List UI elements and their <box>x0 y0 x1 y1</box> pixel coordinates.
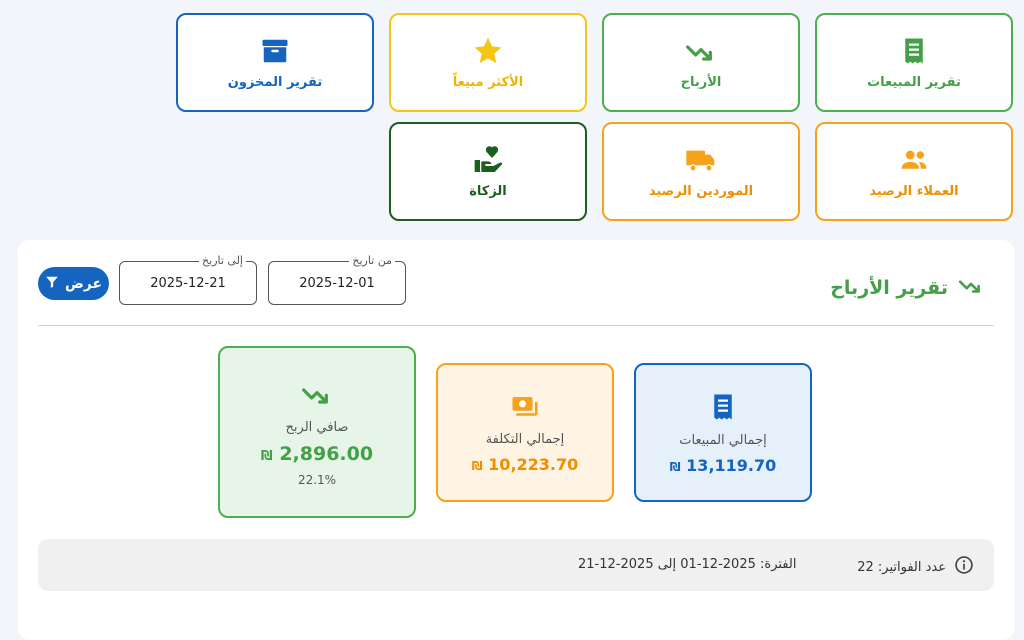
profit-percent: 22.1% <box>297 472 337 487</box>
filter-icon <box>45 275 59 293</box>
receipt-icon <box>898 35 930 67</box>
total-cost-value: 10,223.70 <box>488 454 579 474</box>
tile-label: الزكاة <box>469 184 507 199</box>
total-cost-label: إجمالي التكلفة <box>485 431 565 447</box>
currency-symbol: ₪ <box>669 459 681 474</box>
total-cost-card: إجمالي التكلفة ₪ 10,223.70 <box>436 363 614 502</box>
tile-label: الأكثر مبيعاً <box>452 75 524 90</box>
cash-icon <box>508 392 542 426</box>
show-button-label: عرض <box>64 275 103 292</box>
tile-label: تقرير المبيعات <box>867 75 961 90</box>
tile-label: العملاء الرصيد <box>869 184 959 199</box>
from-date-field[interactable]: من تاريخ 2025-12-01 <box>268 254 406 305</box>
from-date-value[interactable]: 2025-12-01 <box>299 276 375 291</box>
to-date-value[interactable]: 2025-12-21 <box>150 276 226 291</box>
star-icon <box>472 35 504 67</box>
archive-box-icon <box>259 35 291 67</box>
net-profit-value: 2,896.00 <box>279 442 374 465</box>
to-date-label: إلى تاريخ <box>199 254 246 267</box>
tile-label: الأرباح <box>680 75 722 90</box>
tile-label: تقرير المخزون <box>227 75 323 90</box>
net-profit-card: صافي الربح ₪ 2,896.00 22.1% <box>218 346 416 518</box>
invoice-count: عدد الفواتير: 22 <box>857 555 974 579</box>
truck-icon <box>685 144 717 176</box>
from-date-label: من تاريخ <box>349 254 395 267</box>
currency-symbol: ₪ <box>260 448 273 464</box>
total-sales-value: 13,119.70 <box>686 455 777 475</box>
invoice-count-text: عدد الفواتير: 22 <box>857 559 946 575</box>
total-sales-label: إجمالي المبيعات <box>679 432 767 448</box>
info-icon <box>954 555 974 579</box>
total-cost-value-row: ₪ 10,223.70 <box>472 455 579 474</box>
currency-symbol: ₪ <box>471 458 483 473</box>
total-sales-value-row: ₪ 13,119.70 <box>670 456 777 475</box>
tile-profits[interactable]: الأرباح <box>602 13 800 112</box>
tile-label: الموردين الرصيد <box>648 184 754 199</box>
report-title: تقرير الأرباح <box>830 272 984 303</box>
divider <box>38 325 994 326</box>
tile-best-selling[interactable]: الأكثر مبيعاً <box>389 13 587 112</box>
net-profit-value-row: ₪ 2,896.00 <box>261 443 373 465</box>
people-icon <box>898 144 930 176</box>
report-title-text: تقرير الأرباح <box>830 276 948 299</box>
show-button[interactable]: عرض <box>38 267 109 300</box>
total-sales-card: إجمالي المبيعات ₪ 13,119.70 <box>634 363 812 502</box>
tile-suppliers-balance[interactable]: الموردين الرصيد <box>602 122 800 221</box>
tile-zakat[interactable]: الزكاة <box>389 122 587 221</box>
hand-heart-icon <box>472 144 504 176</box>
to-date-field[interactable]: إلى تاريخ 2025-12-21 <box>119 254 257 305</box>
tile-inventory-report[interactable]: تقرير المخزون <box>176 13 374 112</box>
profit-report-panel: تقرير الأرباح من تاريخ 2025-12-01 إلى تا… <box>18 240 1014 640</box>
period-text: الفترة: 2025-12-01 إلى 2025-12-21 <box>578 557 797 572</box>
net-profit-label: صافي الربح <box>285 419 349 435</box>
report-info-bar: عدد الفواتير: 22 الفترة: 2025-12-01 إلى … <box>38 539 994 591</box>
receipt-icon <box>708 391 738 427</box>
tile-customers-balance[interactable]: العملاء الرصيد <box>815 122 1013 221</box>
trending-up-icon <box>299 378 335 414</box>
trending-up-icon <box>958 272 984 303</box>
tile-sales-report[interactable]: تقرير المبيعات <box>815 13 1013 112</box>
trending-up-icon <box>685 35 717 67</box>
